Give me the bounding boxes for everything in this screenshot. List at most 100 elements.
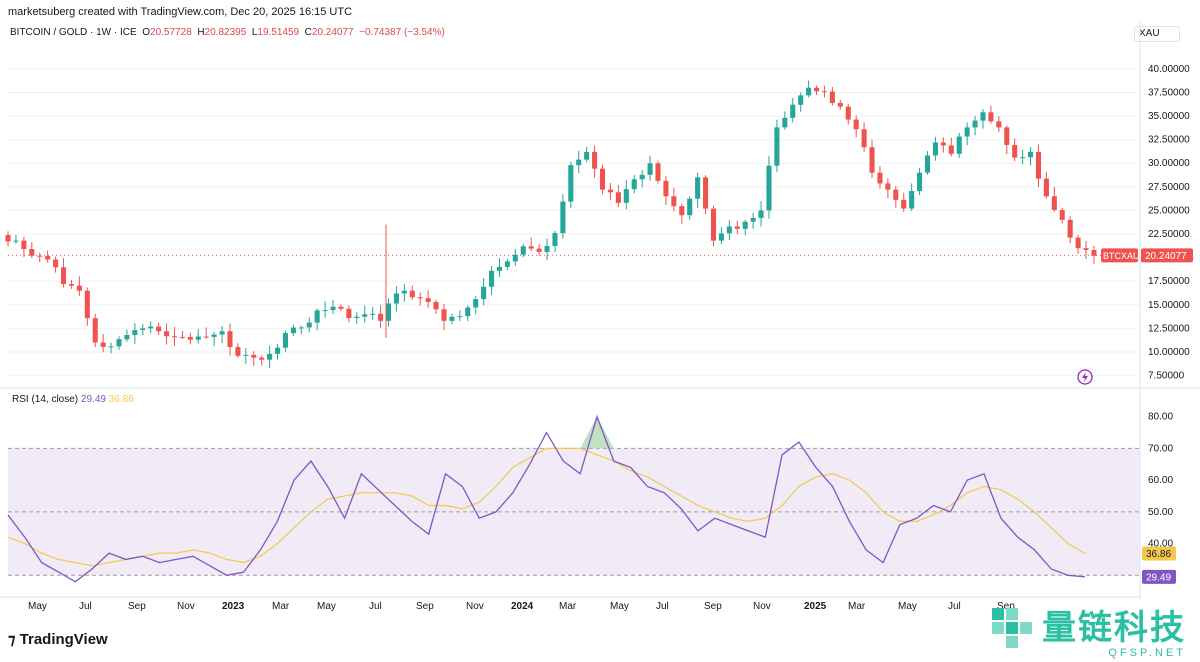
candle-body: [378, 313, 384, 321]
candle-body: [385, 303, 392, 321]
candle-body: [1059, 210, 1065, 220]
candle-body: [1020, 157, 1026, 159]
candle-body: [1012, 144, 1018, 158]
candle-body: [623, 189, 629, 203]
candle-body: [425, 298, 431, 302]
candle-body: [924, 155, 931, 173]
candle-body: [576, 159, 582, 166]
price-axis-tick: 12.50000: [1148, 323, 1190, 334]
candle-body: [441, 309, 447, 321]
candle-body: [219, 331, 225, 335]
candle-body: [489, 270, 495, 287]
candle-body: [679, 206, 685, 216]
candle-body: [520, 246, 526, 255]
candle-body: [473, 299, 479, 308]
time-axis-tick: Nov: [466, 601, 484, 612]
candle-body: [60, 267, 67, 285]
candle-body: [108, 346, 114, 348]
candle-body: [203, 336, 209, 338]
candle-body: [790, 104, 796, 118]
time-axis-tick: Mar: [559, 601, 577, 612]
candle-body: [703, 177, 709, 209]
candle-body: [909, 191, 915, 209]
candle-body: [837, 102, 843, 107]
candle-body: [259, 357, 265, 360]
time-axis-tick: May: [898, 601, 917, 612]
candle-body: [1083, 248, 1089, 251]
rsi-ma-tag: 36.86: [1146, 549, 1171, 560]
candle-body: [544, 246, 550, 252]
candle-body: [782, 117, 788, 128]
lightning-icon-bolt: [1082, 372, 1088, 382]
price-axis-tick: 15.00000: [1148, 300, 1190, 311]
candle-body: [869, 147, 875, 173]
candle-body: [718, 233, 724, 241]
close-value: 20.24077: [311, 27, 354, 38]
rsi-overbought-fill: [580, 416, 614, 449]
currency-selector[interactable]: XAU: [1134, 26, 1180, 42]
candle-body: [1075, 237, 1081, 249]
rsi-axis-tick: 40.00: [1148, 539, 1173, 550]
candle-body: [821, 91, 827, 93]
candle-body: [829, 91, 835, 103]
price-axis-tick: 40.00000: [1148, 64, 1190, 75]
watermark-logo-icon: [992, 608, 1032, 648]
candle-body: [148, 326, 154, 329]
candle-body: [401, 290, 407, 294]
candle-body: [243, 354, 249, 356]
candle-body: [13, 240, 19, 242]
candle-body: [710, 208, 717, 241]
brand-name: TradingView: [19, 631, 108, 648]
candle-body: [1004, 127, 1010, 145]
candle-body: [179, 336, 185, 338]
candle-body: [171, 336, 178, 338]
time-axis-tick: 2025: [804, 601, 827, 612]
tradingview-logo[interactable]: ⁊ TradingView: [8, 630, 108, 648]
time-axis-tick: May: [317, 601, 336, 612]
low-label: L: [251, 27, 258, 38]
symbol-name[interactable]: BITCOIN / GOLD · 1W · ICE: [10, 27, 137, 38]
rsi-tag: 29.49: [1146, 572, 1171, 583]
candle-body: [948, 145, 954, 154]
candle-body: [417, 297, 423, 299]
rsi-ma-line: [7, 447, 1086, 567]
symbol-tag-bg: [1101, 248, 1138, 263]
candle-body: [607, 189, 613, 193]
high-value: 20.82395: [204, 27, 247, 38]
candle-body: [980, 112, 986, 121]
candle-body: [465, 307, 471, 317]
candle-body: [449, 316, 455, 321]
candle-body: [599, 168, 606, 190]
candle-body: [996, 121, 1002, 128]
candle-body: [195, 336, 201, 340]
rsi-line: [7, 414, 1086, 583]
candle-body: [655, 163, 661, 181]
candle-body: [1067, 219, 1073, 238]
candle-body: [306, 322, 312, 328]
tradingview-logo-mark: ⁊: [8, 631, 16, 648]
candle-body: [940, 142, 946, 146]
candle-body: [354, 316, 360, 318]
candle-body: [750, 217, 756, 222]
time-axis-tick: Jul: [79, 601, 92, 612]
rsi-label[interactable]: RSI (14, close): [12, 394, 79, 405]
candle-body: [917, 172, 923, 192]
price-axis-tick: 30.00000: [1148, 158, 1190, 169]
candle-body: [663, 180, 669, 197]
candle-body: [164, 331, 170, 337]
candle-body: [330, 306, 336, 311]
candle-body: [68, 284, 74, 286]
candle-body: [798, 95, 804, 105]
candle-body: [758, 210, 764, 218]
watermark-en-text: QFSP.NET: [1108, 647, 1186, 659]
candle-body: [45, 255, 51, 260]
time-axis-tick: Sep: [704, 601, 722, 612]
candle-body: [1051, 196, 1057, 211]
candle-body: [766, 165, 772, 211]
candle-body: [322, 310, 328, 312]
candle-body: [29, 249, 35, 256]
candle-body: [853, 119, 859, 130]
candle-body: [639, 174, 645, 180]
low-value: 19.51459: [257, 27, 300, 38]
